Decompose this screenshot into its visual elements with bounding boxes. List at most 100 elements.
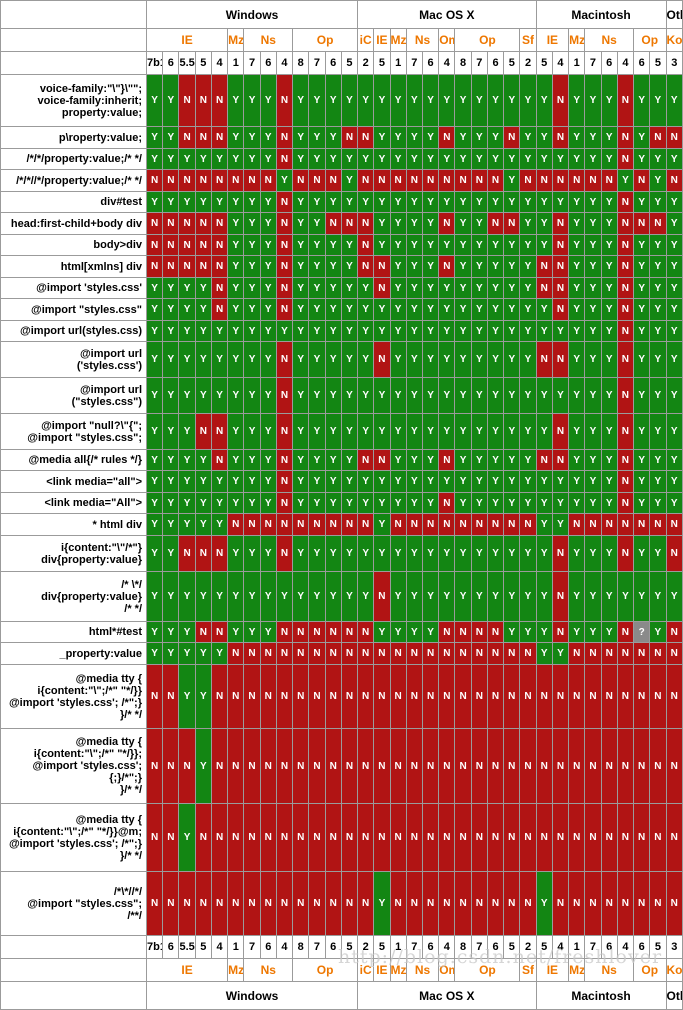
result-cell: N bbox=[340, 728, 359, 804]
filter-label: * html div bbox=[0, 513, 147, 536]
result-cell: N bbox=[227, 728, 245, 804]
browser-header-op: Op bbox=[292, 28, 359, 52]
result-cell: Y bbox=[178, 470, 196, 493]
result-cell: Y bbox=[454, 191, 472, 213]
result-cell: N bbox=[649, 871, 667, 936]
result-cell: Y bbox=[243, 212, 261, 235]
result-cell: Y bbox=[340, 413, 359, 450]
result-cell: Y bbox=[438, 74, 456, 127]
result-cell: N bbox=[649, 642, 667, 665]
result-cell: N bbox=[308, 513, 326, 536]
result-cell: N bbox=[535, 169, 553, 192]
result-cell: N bbox=[210, 728, 229, 804]
result-cell: Y bbox=[178, 664, 196, 729]
browser-header-ie: IE bbox=[145, 28, 229, 52]
result-cell: N bbox=[194, 74, 212, 127]
result-cell: Y bbox=[308, 126, 326, 149]
result-cell: Y bbox=[649, 277, 667, 299]
result-cell: N bbox=[178, 535, 196, 572]
result-cell: Y bbox=[649, 169, 667, 192]
result-cell: Y bbox=[292, 298, 310, 321]
result-cell: Y bbox=[503, 449, 521, 471]
result-cell: Y bbox=[373, 74, 391, 127]
version-header: 5 bbox=[340, 51, 359, 75]
result-cell: Y bbox=[292, 74, 310, 127]
result-cell: Y bbox=[503, 74, 521, 127]
result-cell: N bbox=[568, 871, 586, 936]
result-cell: Y bbox=[600, 74, 618, 127]
result-cell: Y bbox=[243, 377, 261, 414]
result-cell: N bbox=[454, 621, 472, 643]
result-cell: Y bbox=[438, 571, 456, 622]
result-cell: N bbox=[275, 449, 294, 471]
result-cell: N bbox=[357, 169, 375, 192]
result-cell: Y bbox=[551, 148, 570, 170]
result-cell: N bbox=[259, 871, 277, 936]
filter-label: p\roperty:value; bbox=[0, 126, 147, 149]
result-cell: N bbox=[454, 642, 472, 665]
result-cell: Y bbox=[324, 126, 342, 149]
result-cell: N bbox=[178, 74, 196, 127]
result-cell: Y bbox=[454, 126, 472, 149]
result-cell: Y bbox=[454, 320, 472, 342]
result-cell: Y bbox=[438, 341, 456, 378]
result-cell: Y bbox=[405, 571, 423, 622]
result-cell: Y bbox=[649, 571, 667, 622]
result-cell: N bbox=[616, 191, 635, 213]
result-cell: Y bbox=[210, 571, 229, 622]
result-cell: Y bbox=[210, 492, 229, 514]
filter-label: @import url ("styles.css") bbox=[0, 377, 147, 414]
result-cell: Y bbox=[292, 535, 310, 572]
browser-header-ic: iC bbox=[357, 958, 375, 982]
filter-label: @media tty {i{content:"\";/*" "*/}}@m; @i… bbox=[0, 803, 147, 872]
result-cell: N bbox=[616, 642, 635, 665]
browser-header-mz: Mz bbox=[227, 28, 245, 52]
result-cell: Y bbox=[373, 148, 391, 170]
result-cell: N bbox=[633, 212, 651, 235]
result-cell: N bbox=[486, 664, 505, 729]
result-cell: N bbox=[503, 664, 521, 729]
result-cell: Y bbox=[308, 298, 326, 321]
result-cell: Y bbox=[145, 377, 164, 414]
result-cell: Y bbox=[308, 255, 326, 278]
result-cell: Y bbox=[340, 492, 359, 514]
result-cell: Y bbox=[243, 413, 261, 450]
result-cell: N bbox=[519, 664, 537, 729]
result-cell: N bbox=[551, 169, 570, 192]
result-cell: Y bbox=[470, 413, 488, 450]
version-header: 5 bbox=[535, 935, 553, 959]
browser-header-mz: Mz bbox=[568, 28, 586, 52]
result-cell: Y bbox=[227, 341, 245, 378]
result-cell: N bbox=[568, 642, 586, 665]
version-header: 5 bbox=[503, 51, 521, 75]
result-cell: Y bbox=[389, 74, 407, 127]
result-cell: Y bbox=[519, 148, 537, 170]
result-cell: Y bbox=[649, 492, 667, 514]
result-cell: Y bbox=[340, 298, 359, 321]
result-cell: Y bbox=[568, 320, 586, 342]
result-cell: Y bbox=[438, 148, 456, 170]
result-cell: N bbox=[210, 255, 229, 278]
result-cell: N bbox=[438, 728, 456, 804]
result-cell: Y bbox=[633, 126, 651, 149]
result-cell: Y bbox=[259, 126, 277, 149]
result-cell: Y bbox=[454, 413, 472, 450]
result-cell: N bbox=[357, 513, 375, 536]
filter-row: @media tty {i{content:"\";/*" "*/}}; @imp… bbox=[0, 728, 683, 804]
result-cell: N bbox=[357, 642, 375, 665]
result-cell: Y bbox=[470, 341, 488, 378]
result-cell: Y bbox=[535, 513, 553, 536]
result-cell: N bbox=[503, 513, 521, 536]
result-cell: Y bbox=[665, 470, 683, 493]
result-cell: N bbox=[373, 803, 391, 872]
result-cell: Y bbox=[373, 234, 391, 256]
result-cell: N bbox=[145, 212, 164, 235]
result-cell: Y bbox=[308, 148, 326, 170]
result-cell: N bbox=[275, 212, 294, 235]
result-cell: Y bbox=[503, 413, 521, 450]
result-cell: Y bbox=[357, 535, 375, 572]
result-cell: Y bbox=[259, 470, 277, 493]
result-cell: N bbox=[519, 642, 537, 665]
version-header: 7 bbox=[470, 935, 488, 959]
result-cell: Y bbox=[470, 377, 488, 414]
